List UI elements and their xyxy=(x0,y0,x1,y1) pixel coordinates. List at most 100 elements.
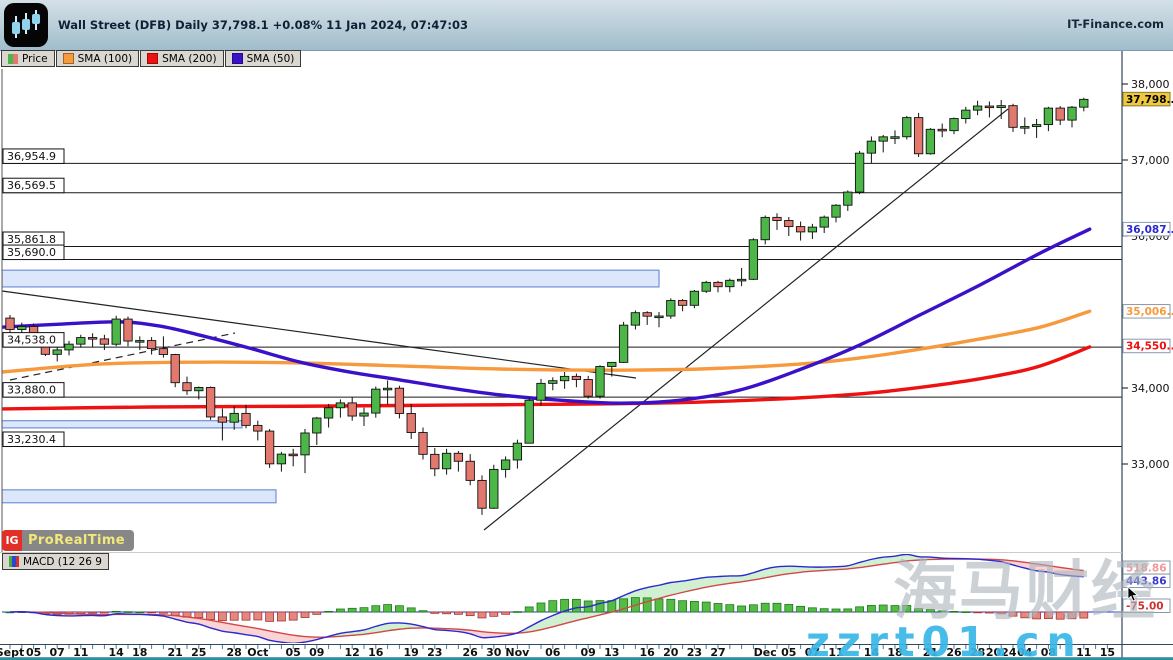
candle xyxy=(961,109,971,120)
candle xyxy=(795,226,806,233)
candle xyxy=(913,117,924,155)
axis-badge-label: 35,006.. xyxy=(1126,306,1173,318)
candle xyxy=(524,399,534,444)
legend-sma50-chip[interactable]: SMA (50) xyxy=(224,50,302,67)
candle xyxy=(477,479,487,509)
level-label-box xyxy=(2,382,65,398)
candle xyxy=(854,152,865,193)
candle xyxy=(1055,107,1065,121)
trendline[interactable] xyxy=(2,290,637,379)
date-tick-label: 06 xyxy=(545,646,561,659)
level-label: 35,861.8 xyxy=(7,233,56,246)
candle xyxy=(194,387,204,392)
legend-sma200-chip[interactable]: SMA (200) xyxy=(140,50,224,67)
date-tick-label: Dec xyxy=(754,646,777,659)
date-tick-label: 14 xyxy=(109,646,125,659)
candle xyxy=(831,204,841,218)
candle xyxy=(536,382,546,401)
macd-signal-line xyxy=(9,558,1084,638)
macd-icon xyxy=(9,556,19,567)
macd-indicator-chip[interactable]: MACD (12 26 9 xyxy=(2,553,109,570)
candle xyxy=(500,459,511,470)
candle xyxy=(382,387,393,391)
date-tick-label: 05 xyxy=(26,646,41,659)
axis-badge-label: 518.86 xyxy=(1126,563,1167,575)
candle xyxy=(583,379,593,397)
level-label-box xyxy=(2,431,65,447)
sma200-swatch-icon xyxy=(147,53,159,64)
date-tick-label: 16 xyxy=(640,646,656,659)
candle xyxy=(76,337,86,345)
candle xyxy=(52,349,62,355)
axis-badge-label: 36,087.. xyxy=(1126,224,1173,236)
candle xyxy=(878,136,888,142)
date-tick-label: 26 xyxy=(946,646,962,659)
highlight-zone[interactable] xyxy=(2,420,243,429)
axis-badge-box xyxy=(1122,338,1171,354)
right-axis-tick-label: 38,000 xyxy=(1131,78,1170,91)
date-tick-label: 21 xyxy=(923,646,938,659)
trendline[interactable] xyxy=(9,332,236,381)
date-tick-label: 11 xyxy=(828,646,843,659)
highlight-zone[interactable] xyxy=(2,269,660,288)
price-levels xyxy=(2,162,1122,447)
candle xyxy=(736,278,747,282)
candle xyxy=(1008,105,1018,128)
macd-chip-label: MACD (12 26 9 xyxy=(23,555,102,568)
candle xyxy=(559,375,570,382)
candles[interactable] xyxy=(5,97,1089,515)
level-label: 36,954.9 xyxy=(7,150,56,163)
candle xyxy=(253,424,263,432)
candle xyxy=(111,318,121,345)
axis-badge-box xyxy=(1122,221,1171,237)
date-tick-label: 09 xyxy=(581,646,596,659)
candle xyxy=(123,318,133,342)
candle xyxy=(843,191,853,206)
candle xyxy=(713,281,723,288)
axis-badge-box xyxy=(1122,598,1171,613)
sma50-line xyxy=(2,227,1092,405)
candle xyxy=(890,136,900,139)
candle xyxy=(182,382,192,392)
candle xyxy=(1079,98,1089,108)
candle xyxy=(607,361,617,367)
legend-price-chip[interactable]: Price xyxy=(1,50,55,67)
right-axis-tick-label: 37,000 xyxy=(1131,154,1170,167)
indicator-legend: Price SMA (100) SMA (200) SMA (50) xyxy=(1,50,302,68)
candle xyxy=(1043,107,1054,126)
candle xyxy=(99,338,110,345)
candle xyxy=(819,216,829,228)
axis-badge-label: 443.86 xyxy=(1126,576,1167,588)
trendline[interactable] xyxy=(483,108,1009,531)
candle xyxy=(654,315,664,319)
level-label-box xyxy=(2,177,65,194)
candle xyxy=(347,402,357,417)
highlight-zone[interactable] xyxy=(2,489,277,504)
date-tick-label: 09 xyxy=(309,646,324,659)
candle xyxy=(264,430,275,465)
candle xyxy=(205,387,216,418)
legend-sma50-label: SMA (50) xyxy=(246,52,295,65)
sma100-line xyxy=(2,309,1092,374)
price-candles-icon xyxy=(8,53,18,64)
title-bar: Wall Street (DFB) Daily 37,798.1 +0.08% … xyxy=(0,0,1173,51)
candle xyxy=(548,380,558,384)
level-label-box xyxy=(2,244,65,261)
date-tick-label: 18 xyxy=(132,646,147,659)
candle xyxy=(229,412,239,423)
candle xyxy=(996,105,1006,109)
date-tick-label: 04 xyxy=(1017,646,1033,659)
candle xyxy=(158,348,169,355)
candle xyxy=(925,128,936,155)
legend-sma100-label: SMA (100) xyxy=(77,52,133,65)
candle xyxy=(677,300,688,306)
legend-sma100-chip[interactable]: SMA (100) xyxy=(55,50,140,67)
prorealtime-logo[interactable]: IG ProRealTime xyxy=(2,530,135,551)
candle xyxy=(784,220,794,228)
date-tick-label: 07 xyxy=(50,646,65,659)
date-axis[interactable]: Sept0507111418212528Oct0509121619232630N… xyxy=(0,644,1173,660)
date-tick-label: 13 xyxy=(604,646,619,659)
candle xyxy=(949,118,959,132)
date-tick-label: 05 xyxy=(286,646,301,659)
